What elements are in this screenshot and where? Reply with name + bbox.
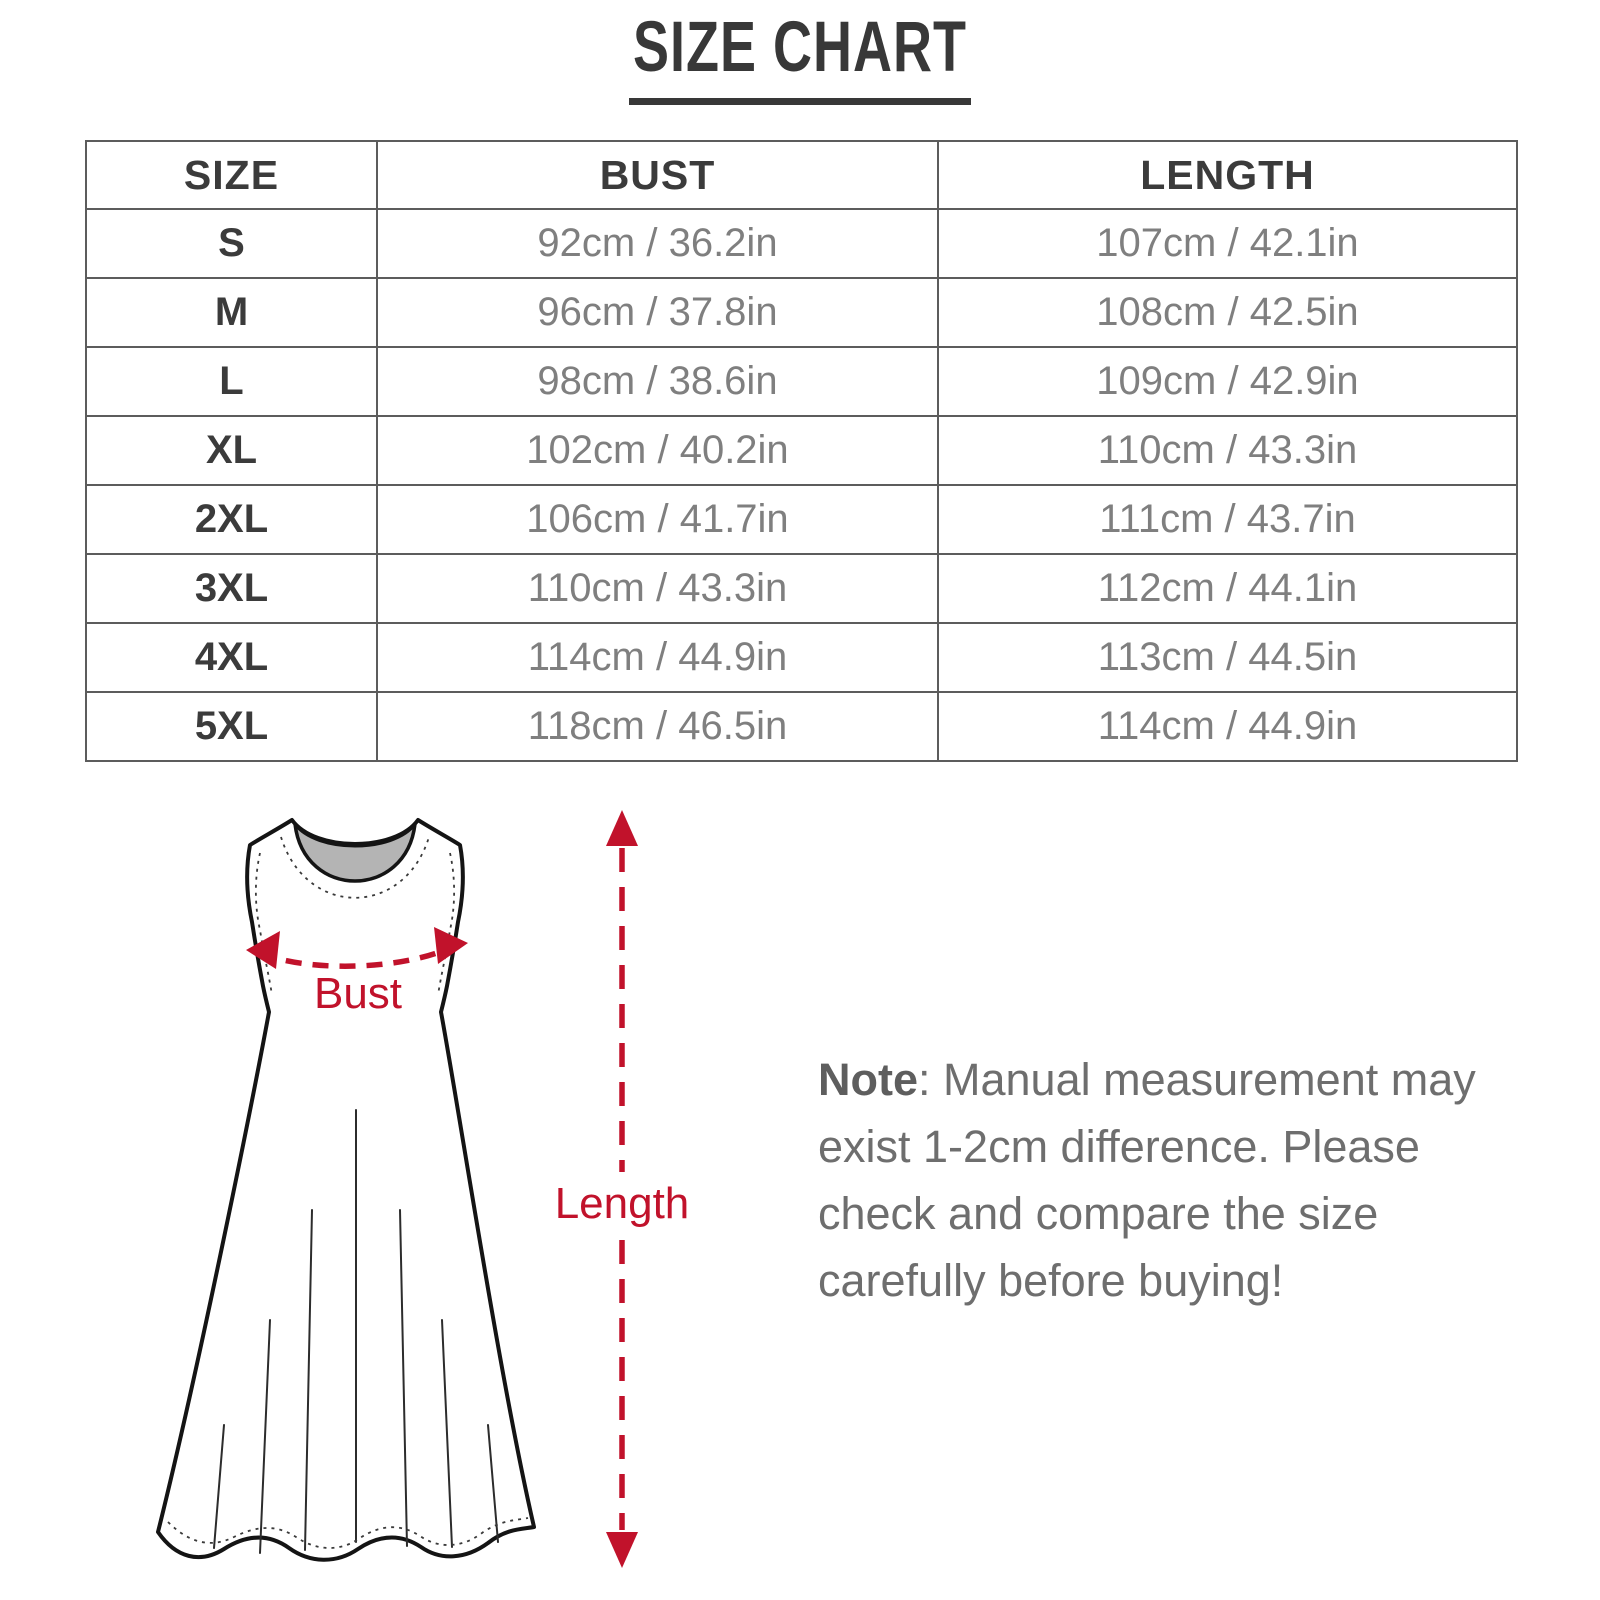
size-cell: 5XL (85, 691, 378, 762)
size-cell: 2XL (85, 484, 378, 555)
length-label: Length (555, 1179, 690, 1228)
note-line: Note: Manual measurement may (818, 1054, 1476, 1105)
measurement-note: Note: Manual measurement may exist 1-2cm … (818, 1046, 1528, 1314)
bust-cell: 102cm / 40.2in (376, 415, 939, 486)
title-underline: SIZE CHART (629, 7, 971, 105)
table-row: 5XL 118cm / 46.5in 114cm / 44.9in (85, 691, 1518, 762)
note-line: carefully before buying! (818, 1255, 1284, 1306)
length-cell: 108cm / 42.5in (937, 277, 1518, 348)
table-row: 3XL 110cm / 43.3in 112cm / 44.1in (85, 553, 1518, 624)
size-cell: 4XL (85, 622, 378, 693)
note-line: check and compare the size (818, 1188, 1379, 1239)
length-cell: 109cm / 42.9in (937, 346, 1518, 417)
column-header-bust: BUST (376, 140, 939, 210)
length-cell: 107cm / 42.1in (937, 208, 1518, 279)
length-arrowhead-bottom (606, 1532, 638, 1568)
table-row: 4XL 114cm / 44.9in 113cm / 44.5in (85, 622, 1518, 693)
armhole-seam-left-dotted (254, 852, 273, 996)
length-cell: 112cm / 44.1in (937, 553, 1518, 624)
table-row: 2XL 106cm / 41.7in 111cm / 43.7in (85, 484, 1518, 555)
length-cell: 111cm / 43.7in (937, 484, 1518, 555)
bust-arrow (258, 943, 456, 969)
table-row: S 92cm / 36.2in 107cm / 42.1in (85, 208, 1518, 279)
size-cell: 3XL (85, 553, 378, 624)
size-cell: XL (85, 415, 378, 486)
size-table-body: S 92cm / 36.2in 107cm / 42.1in M 96cm / 37.8… (85, 208, 1518, 762)
bust-cell: 114cm / 44.9in (376, 622, 939, 693)
neckline-panel (293, 822, 417, 883)
table-row: M 96cm / 37.8in 108cm / 42.5in (85, 277, 1518, 348)
bust-label: Bust (314, 969, 402, 1018)
table-row: L 98cm / 38.6in 109cm / 42.9in (85, 346, 1518, 417)
dress-outline (156, 818, 536, 1562)
size-cell: M (85, 277, 378, 348)
size-cell: L (85, 346, 378, 417)
length-cell: 110cm / 43.3in (937, 415, 1518, 486)
bust-arrowhead-left (246, 931, 280, 969)
bust-cell: 98cm / 38.6in (376, 346, 939, 417)
skirt-fold-lines (213, 1109, 499, 1554)
hem-seam-dotted (167, 1517, 529, 1549)
note-label: Note (818, 1054, 918, 1105)
table-header-row: SIZE BUST LENGTH (85, 140, 1518, 210)
length-cell: 113cm / 44.5in (937, 622, 1518, 693)
dress-diagram: Bust Length (156, 810, 690, 1568)
column-header-length: LENGTH (937, 140, 1518, 210)
table-row: XL 102cm / 40.2in 110cm / 43.3in (85, 415, 1518, 486)
bust-arrowhead-right (434, 927, 468, 964)
length-cell: 114cm / 44.9in (937, 691, 1518, 762)
size-table: SIZE BUST LENGTH S 92cm / 36.2in 107cm / 4… (85, 140, 1518, 762)
note-line: exist 1-2cm difference. Please (818, 1121, 1420, 1172)
armhole-seam-right-dotted (437, 852, 456, 996)
bust-cell: 118cm / 46.5in (376, 691, 939, 762)
bust-cell: 96cm / 37.8in (376, 277, 939, 348)
bust-cell: 92cm / 36.2in (376, 208, 939, 279)
length-arrowhead-top (606, 810, 638, 846)
bust-cell: 110cm / 43.3in (376, 553, 939, 624)
title-block: SIZE CHART (0, 7, 1600, 105)
size-cell: S (85, 208, 378, 279)
page-title: SIZE CHART (633, 7, 967, 87)
column-header-size: SIZE (85, 140, 378, 210)
bust-cell: 106cm / 41.7in (376, 484, 939, 555)
